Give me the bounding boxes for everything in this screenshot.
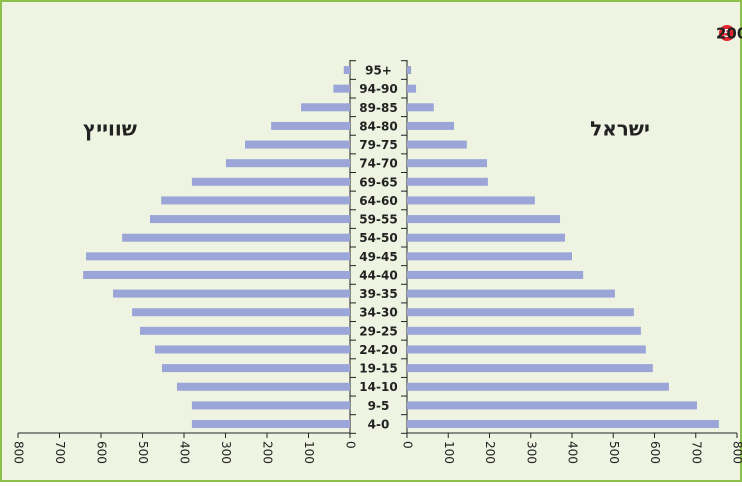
x-tick-label: 100: [302, 441, 316, 464]
bar: [407, 159, 487, 167]
age-label: 24-20: [359, 343, 397, 357]
x-tick-label: 200: [483, 441, 497, 464]
x-tick-label: 300: [524, 441, 538, 464]
bar: [155, 345, 350, 353]
age-label: 44-40: [359, 268, 397, 282]
bar: [407, 141, 467, 149]
bar: [407, 327, 641, 335]
age-label: 59-55: [359, 213, 397, 227]
age-label: 54-50: [359, 231, 397, 245]
bar: [407, 420, 719, 428]
x-tick-label: 100: [442, 441, 456, 464]
x-tick-label: 0: [344, 441, 358, 449]
bar: [407, 364, 653, 372]
bar: [161, 196, 350, 204]
x-tick-label: 200: [261, 441, 275, 464]
bar: [407, 122, 454, 130]
age-label: 64-60: [359, 194, 397, 208]
bar: [333, 85, 350, 93]
bar: [344, 66, 350, 74]
bar: [407, 178, 488, 186]
series-label: ישראל: [590, 117, 650, 141]
age-label: 94-90: [359, 82, 397, 96]
bar: [407, 234, 565, 242]
x-tick-label: 500: [607, 441, 621, 464]
bar: [407, 215, 560, 223]
bar: [245, 141, 350, 149]
chart-title: אוכלוסיית ישראל ואוכלוסיית שוויץ, לפי גי…: [716, 25, 742, 43]
bar: [162, 364, 350, 372]
bar: [192, 178, 350, 186]
age-label: 89-85: [359, 101, 397, 115]
bar: [407, 401, 697, 409]
x-tick-label: 300: [219, 441, 233, 464]
age-label: 14-10: [359, 380, 397, 394]
bar: [407, 103, 434, 111]
x-tick-label: 800: [731, 441, 742, 464]
age-label: 9-5: [368, 399, 390, 413]
bar: [113, 290, 350, 298]
bar: [132, 308, 350, 316]
age-label: 29-25: [359, 324, 397, 338]
bar: [192, 420, 350, 428]
bar: [407, 85, 416, 93]
x-tick-label: 400: [178, 441, 192, 464]
bar: [407, 271, 583, 279]
bar: [86, 252, 350, 260]
x-tick-label: 700: [689, 441, 703, 464]
x-tick-label: 600: [95, 441, 109, 464]
age-label: 79-75: [359, 138, 397, 152]
age-label: 49-45: [359, 250, 397, 264]
x-tick-label: 800: [12, 441, 26, 464]
x-tick-label: 400: [566, 441, 580, 464]
bar: [301, 103, 350, 111]
bar: [407, 383, 669, 391]
age-label: 4-0: [368, 418, 390, 432]
series-label: שווייץ: [83, 117, 137, 141]
x-tick-label: 700: [53, 441, 67, 464]
bar: [177, 383, 350, 391]
x-tick-label: 600: [648, 441, 662, 464]
bar: [407, 345, 646, 353]
age-label: 19-15: [359, 362, 397, 376]
age-label: 34-30: [359, 306, 397, 320]
bar: [150, 215, 350, 223]
bar: [122, 234, 350, 242]
bar: [407, 252, 572, 260]
bar: [140, 327, 350, 335]
x-tick-label: 500: [136, 441, 150, 464]
age-label: 84-80: [359, 119, 397, 133]
bar: [271, 122, 350, 130]
age-label: 69-65: [359, 175, 397, 189]
bar: [407, 290, 615, 298]
age-label: 74-70: [359, 157, 397, 171]
age-label: 95+: [365, 64, 392, 78]
bar: [192, 401, 350, 409]
x-tick-label: 0: [401, 441, 415, 449]
bar: [407, 66, 411, 74]
bar: [407, 196, 535, 204]
bar: [226, 159, 350, 167]
bar: [407, 308, 634, 316]
bar: [83, 271, 350, 279]
age-label: 39-35: [359, 287, 397, 301]
